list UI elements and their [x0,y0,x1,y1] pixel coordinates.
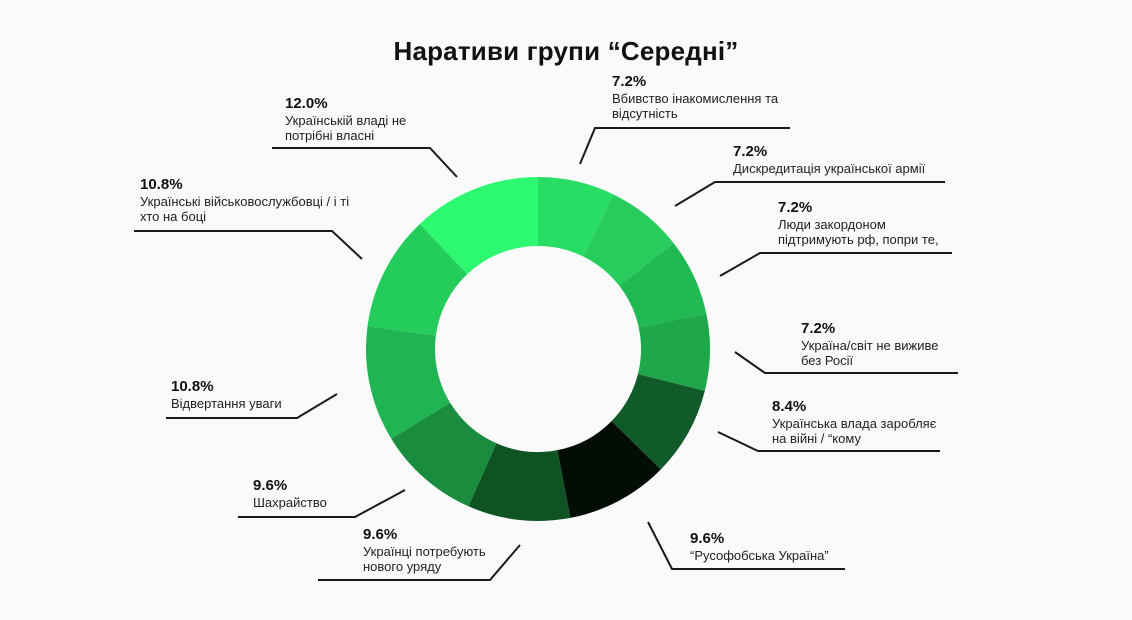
slice-percent: 12.0% [285,95,328,112]
slice-percent: 7.2% [778,199,813,216]
donut-slice [367,223,468,336]
slice-percent: 9.6% [690,530,725,547]
slice-percent: 9.6% [253,477,288,494]
slice-label: 7.2% Україна/світ не виживе без Росії [801,320,961,368]
slice-label-text: Дискредитація української армії [733,161,926,176]
leader-line [272,147,458,178]
donut-slice [611,374,705,470]
leader-line [238,489,406,518]
donut-slice [637,313,710,391]
slice-label: 7.2% Вбивство інакомислення та відсутніст… [612,73,812,121]
slice-label-text: Вбивство інакомислення та відсутність [612,91,779,121]
donut-slice [538,177,614,257]
slice-label-text: Українські військовослужбовці / і ті хто… [140,194,350,224]
slice-label: 7.2% Дискредитація української армії [733,143,953,176]
leader-line [166,393,338,419]
slice-percent: 9.6% [363,526,398,543]
slice-label: 10.8% Українські військовослужбовці / і т… [140,176,350,224]
slice-label: 12.0% Українській владі не потрібні власн… [285,95,435,143]
chart-title: Наративи групи “Середні” [393,36,739,66]
leader-line [579,127,790,165]
slice-label-text: Українці потребують нового уряду [363,544,486,574]
leader-line [647,521,845,570]
donut-slice [557,421,661,518]
donut-slice [619,243,707,328]
donut-slice [468,443,571,521]
slice-label-text: Українській владі не потрібні власні [285,113,407,143]
slice-label-text: Україна/світ не виживе без Росії [801,338,939,368]
slice-label: 9.6% “Русофобська Україна” [690,530,860,563]
slice-label: 8.4% Українська влада заробляє на війні /… [772,398,942,446]
donut-slice [583,194,674,286]
slice-label: 7.2% Люди закордоном підтримують рф, попр… [778,199,958,247]
slice-label-text: Українська влада заробляє на війні / “ко… [772,416,937,446]
leader-line [318,544,521,581]
slice-label-text: “Русофобська Україна” [690,548,829,563]
slice-label: 9.6% Українці потребують нового уряду [363,526,523,574]
slice-percent: 7.2% [801,320,836,337]
leader-line [719,252,952,277]
slice-label: 10.8% Відвертання уваги [171,378,331,411]
slice-percent: 8.4% [772,398,807,415]
donut-slice [419,177,538,275]
slice-percent: 7.2% [733,143,768,160]
leader-line [134,230,363,260]
slice-percent: 10.8% [140,176,183,193]
donut-slice [365,326,451,439]
slice-percent: 10.8% [171,378,214,395]
slice-label-text: Відвертання уваги [171,396,282,411]
donut-slice [391,402,497,507]
slice-label-text: Люди закордоном підтримують рф, попри те… [778,217,939,247]
slice-label: 9.6% Шахрайство [253,477,393,510]
leader-line [734,351,958,374]
leader-line [717,431,940,452]
leader-line [674,181,945,207]
slice-label-text: Шахрайство [253,495,327,510]
slice-percent: 7.2% [612,73,647,90]
